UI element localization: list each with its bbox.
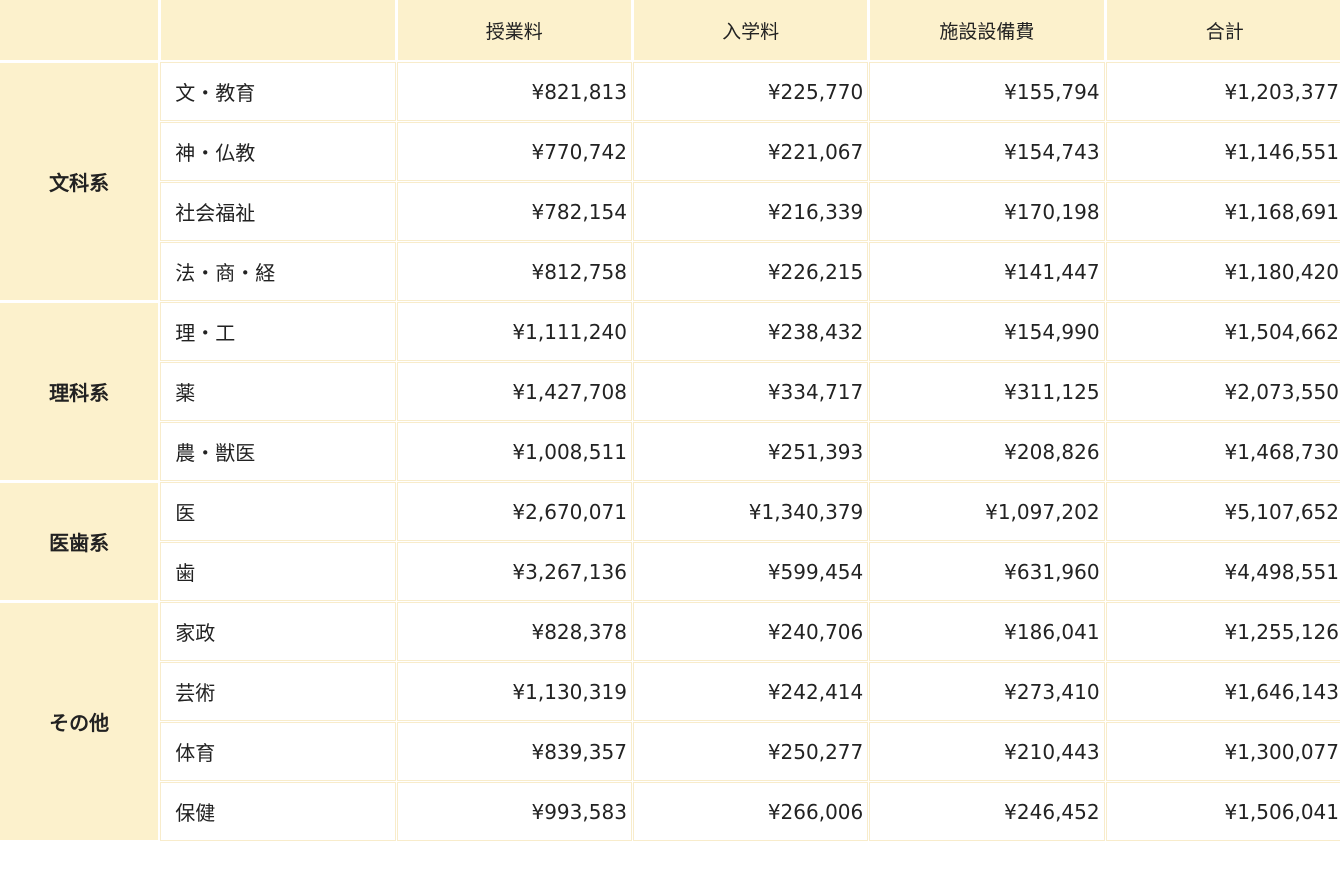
admission-value: ¥225,770 [633, 63, 868, 120]
total-value: ¥1,168,691 [1106, 183, 1340, 240]
tuition-value: ¥828,378 [397, 603, 631, 660]
facility-value: ¥170,198 [870, 183, 1104, 240]
facility-value: ¥210,443 [870, 723, 1104, 780]
subcategory-label: 社会福祉 [161, 183, 395, 240]
subcategory-label: 薬 [161, 363, 395, 420]
tuition-value: ¥2,670,071 [397, 483, 631, 540]
facility-value: ¥208,826 [870, 423, 1104, 480]
header-corner-cell [0, 0, 159, 60]
tuition-table: 授業料 入学料 施設設備費 合計 文科系 文・教育 ¥821,813 ¥225,770… [0, 0, 1340, 840]
facility-value: ¥311,125 [870, 363, 1104, 420]
admission-value: ¥599,454 [633, 543, 868, 600]
subcategory-label: 医 [161, 483, 395, 540]
subcategory-label: 保健 [161, 783, 395, 840]
total-value: ¥1,255,126 [1106, 603, 1340, 660]
column-header-total: 合計 [1106, 0, 1340, 60]
table-row: 保健 ¥993,583 ¥266,006 ¥246,452 ¥1,506,041 [0, 783, 1340, 840]
tuition-value: ¥1,427,708 [397, 363, 631, 420]
column-header-tuition: 授業料 [397, 0, 631, 60]
total-value: ¥4,498,551 [1106, 543, 1340, 600]
subcategory-label: 家政 [161, 603, 395, 660]
total-value: ¥1,180,420 [1106, 243, 1340, 300]
tuition-value: ¥839,357 [397, 723, 631, 780]
table-row: 薬 ¥1,427,708 ¥334,717 ¥311,125 ¥2,073,550 [0, 363, 1340, 420]
table-row: 神・仏教 ¥770,742 ¥221,067 ¥154,743 ¥1,146,551 [0, 123, 1340, 180]
facility-value: ¥154,990 [870, 303, 1104, 360]
tuition-value: ¥812,758 [397, 243, 631, 300]
admission-value: ¥266,006 [633, 783, 868, 840]
tuition-value: ¥821,813 [397, 63, 631, 120]
admission-value: ¥250,277 [633, 723, 868, 780]
facility-value: ¥186,041 [870, 603, 1104, 660]
table-row: 体育 ¥839,357 ¥250,277 ¥210,443 ¥1,300,077 [0, 723, 1340, 780]
facility-value: ¥141,447 [870, 243, 1104, 300]
admission-value: ¥242,414 [633, 663, 868, 720]
admission-value: ¥216,339 [633, 183, 868, 240]
table-row: 医歯系医 ¥2,670,071 ¥1,340,379 ¥1,097,202 ¥5,107… [0, 483, 1340, 600]
total-value: ¥1,300,077 [1106, 723, 1340, 780]
group-label: 医歯系 [0, 483, 159, 600]
admission-value: ¥226,215 [633, 243, 868, 300]
total-value: ¥2,073,550 [1106, 363, 1340, 420]
tuition-value: ¥770,742 [397, 123, 631, 180]
facility-value: ¥273,410 [870, 663, 1104, 720]
table-header: 授業料 入学料 施設設備費 合計 [0, 0, 1340, 60]
header-row: 授業料 入学料 施設設備費 合計 [0, 0, 1340, 60]
total-value: ¥1,146,551 [1106, 123, 1340, 180]
tuition-value: ¥3,267,136 [397, 543, 631, 600]
group-label: 文科系 [0, 63, 159, 300]
table-row: 芸術 ¥1,130,319 ¥242,414 ¥273,410 ¥1,646,143 [0, 663, 1340, 720]
admission-value: ¥238,432 [633, 303, 868, 360]
total-value: ¥1,646,143 [1106, 663, 1340, 720]
total-value: ¥1,506,041 [1106, 783, 1340, 840]
admission-value: ¥334,717 [633, 363, 868, 420]
group-label: その他 [0, 603, 159, 840]
tuition-value: ¥782,154 [397, 183, 631, 240]
header-subcategory-cell [161, 0, 395, 60]
subcategory-label: 農・獣医 [161, 423, 395, 480]
subcategory-label: 神・仏教 [161, 123, 395, 180]
tuition-value: ¥1,111,240 [397, 303, 631, 360]
group-label: 理科系 [0, 303, 159, 480]
total-value: ¥1,504,662 [1106, 303, 1340, 360]
total-value: ¥5,107,652 [1106, 483, 1340, 540]
table-body: 文科系 文・教育 ¥821,813 ¥225,770 ¥155,794 ¥1,203,37… [0, 63, 1340, 840]
subcategory-label: 法・商・経 [161, 243, 395, 300]
column-header-facility: 施設設備費 [870, 0, 1104, 60]
column-header-admission: 入学料 [633, 0, 868, 60]
table-row: 社会福祉 ¥782,154 ¥216,339 ¥170,198 ¥1,168,691 [0, 183, 1340, 240]
subcategory-label: 体育 [161, 723, 395, 780]
table-row: その他 家政 ¥828,378 ¥240,706 ¥186,041 ¥1,255,126 [0, 603, 1340, 840]
facility-value: ¥154,743 [870, 123, 1104, 180]
table-row: 文科系 文・教育 ¥821,813 ¥225,770 ¥155,794 ¥1,203,37… [0, 63, 1340, 300]
facility-value: ¥631,960 [870, 543, 1104, 600]
facility-value: ¥155,794 [870, 63, 1104, 120]
admission-value: ¥240,706 [633, 603, 868, 660]
admission-value: ¥251,393 [633, 423, 868, 480]
tuition-value: ¥1,130,319 [397, 663, 631, 720]
subcategory-label: 芸術 [161, 663, 395, 720]
subcategory-label: 理・工 [161, 303, 395, 360]
table-row: 歯 ¥3,267,136 ¥599,454 ¥631,960 ¥4,498,551 [0, 543, 1340, 600]
total-value: ¥1,468,730 [1106, 423, 1340, 480]
tuition-value: ¥1,008,511 [397, 423, 631, 480]
subcategory-label: 歯 [161, 543, 395, 600]
tuition-value: ¥993,583 [397, 783, 631, 840]
facility-value: ¥246,452 [870, 783, 1104, 840]
admission-value: ¥1,340,379 [633, 483, 868, 540]
table-row: 理科系 理・工 ¥1,111,240 ¥238,432 ¥154,990 ¥1,504,6… [0, 303, 1340, 480]
table-row: 法・商・経 ¥812,758 ¥226,215 ¥141,447 ¥1,180,420 [0, 243, 1340, 300]
table-row: 農・獣医 ¥1,008,511 ¥251,393 ¥208,826 ¥1,468,730 [0, 423, 1340, 480]
total-value: ¥1,203,377 [1106, 63, 1340, 120]
facility-value: ¥1,097,202 [870, 483, 1104, 540]
subcategory-label: 文・教育 [161, 63, 395, 120]
admission-value: ¥221,067 [633, 123, 868, 180]
